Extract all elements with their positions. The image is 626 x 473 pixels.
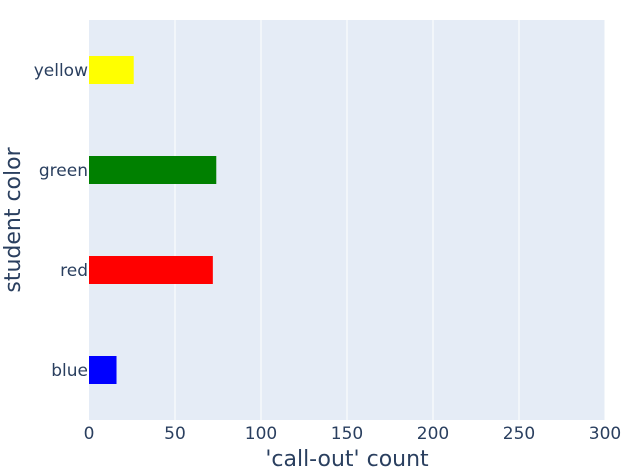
x-axis-title: 'call-out' count — [265, 447, 429, 472]
y-tick-label: yellow — [34, 61, 88, 81]
y-axis-ticks: blue red green yellow — [34, 61, 88, 381]
bar-green — [89, 156, 217, 184]
x-tick-label: 150 — [331, 424, 363, 444]
y-tick-label: green — [39, 161, 88, 181]
bars — [89, 56, 217, 384]
y-tick-label: blue — [51, 361, 88, 381]
x-tick-label: 100 — [245, 424, 277, 444]
x-tick-label: 300 — [589, 424, 621, 444]
gridlines — [174, 20, 606, 420]
x-tick-label: 250 — [503, 424, 535, 444]
bar-red — [89, 256, 213, 284]
x-tick-label: 200 — [417, 424, 449, 444]
y-tick-label: red — [60, 261, 88, 281]
x-tick-label: 50 — [164, 424, 186, 444]
x-tick-label: 0 — [84, 424, 95, 444]
y-axis-title: student color — [1, 146, 26, 292]
x-axis-ticks: 0 50 100 150 200 250 300 — [84, 424, 622, 444]
bar-yellow — [89, 56, 134, 84]
bar-blue — [89, 356, 117, 384]
